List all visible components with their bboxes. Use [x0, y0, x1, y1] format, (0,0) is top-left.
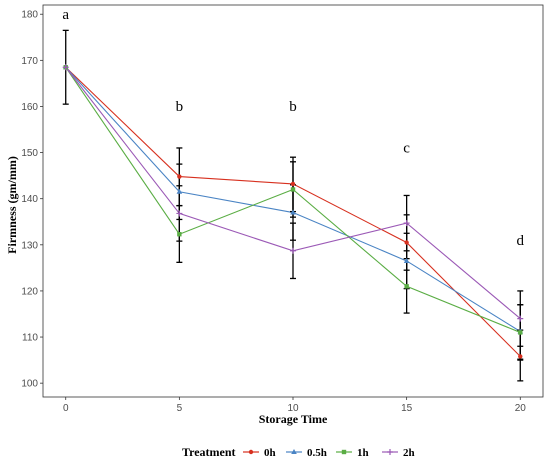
legend-label: 0.5h [307, 447, 327, 459]
significance-letter: b [289, 99, 297, 115]
y-tick-label: 140 [21, 194, 38, 205]
x-tick-label: 0 [63, 403, 69, 414]
legend-label: 0h [264, 447, 276, 459]
x-tick-label: 15 [401, 403, 413, 414]
data-point-0.5h [290, 209, 296, 215]
legend-item-0h: 0h [243, 447, 276, 459]
y-tick-label: 150 [21, 148, 38, 159]
data-point-1h [518, 330, 523, 335]
legend-item-0.5h: 0.5h [286, 447, 327, 459]
data-point-0h [177, 174, 182, 179]
legend-swatch-marker [248, 449, 254, 455]
significance-letter: c [403, 141, 410, 157]
data-point-0h [404, 240, 409, 245]
x-tick-label: 5 [177, 403, 183, 414]
data-point-0.5h [176, 188, 183, 194]
significance-letter: b [176, 99, 184, 115]
legend-label: 2h [403, 447, 415, 459]
data-point-1h [404, 284, 409, 289]
y-axis-title: Firmness (gm/mm) [5, 156, 19, 254]
data-point-0h [290, 181, 296, 187]
data-point-2h [62, 64, 69, 71]
data-point-2h [403, 220, 410, 227]
y-tick-label: 180 [21, 10, 38, 21]
x-axis-title: Storage Time [259, 412, 328, 426]
y-tick-label: 120 [21, 286, 38, 297]
data-point-2h [176, 210, 183, 217]
data-point-1h [177, 232, 182, 237]
y-tick-label: 160 [21, 102, 38, 113]
data-point-0h [518, 354, 523, 359]
legend-item-1h: 1h [336, 447, 369, 459]
legend-title: Treatment [182, 445, 236, 459]
legend-swatch-marker [341, 449, 347, 455]
data-point-0.5h [403, 257, 410, 263]
data-point-2h [290, 247, 296, 254]
legend-item-2h: 2h [382, 447, 415, 459]
y-tick-label: 130 [21, 240, 38, 251]
significance-letter: a [62, 7, 69, 23]
y-tick-label: 100 [21, 379, 38, 390]
legend: 0h 0.5h 1h 2h [243, 447, 415, 459]
x-tick-label: 20 [515, 403, 527, 414]
data-point-1h [290, 187, 296, 192]
significance-letter: d [517, 233, 525, 249]
data-point-2h [517, 315, 524, 322]
legend-label: 1h [357, 447, 369, 459]
y-tick-label: 170 [21, 56, 38, 67]
legend-swatch-marker [291, 449, 297, 454]
legend-swatch-marker [387, 449, 393, 455]
x-tick-label: 10 [287, 403, 299, 414]
y-tick-label: 110 [22, 333, 38, 344]
